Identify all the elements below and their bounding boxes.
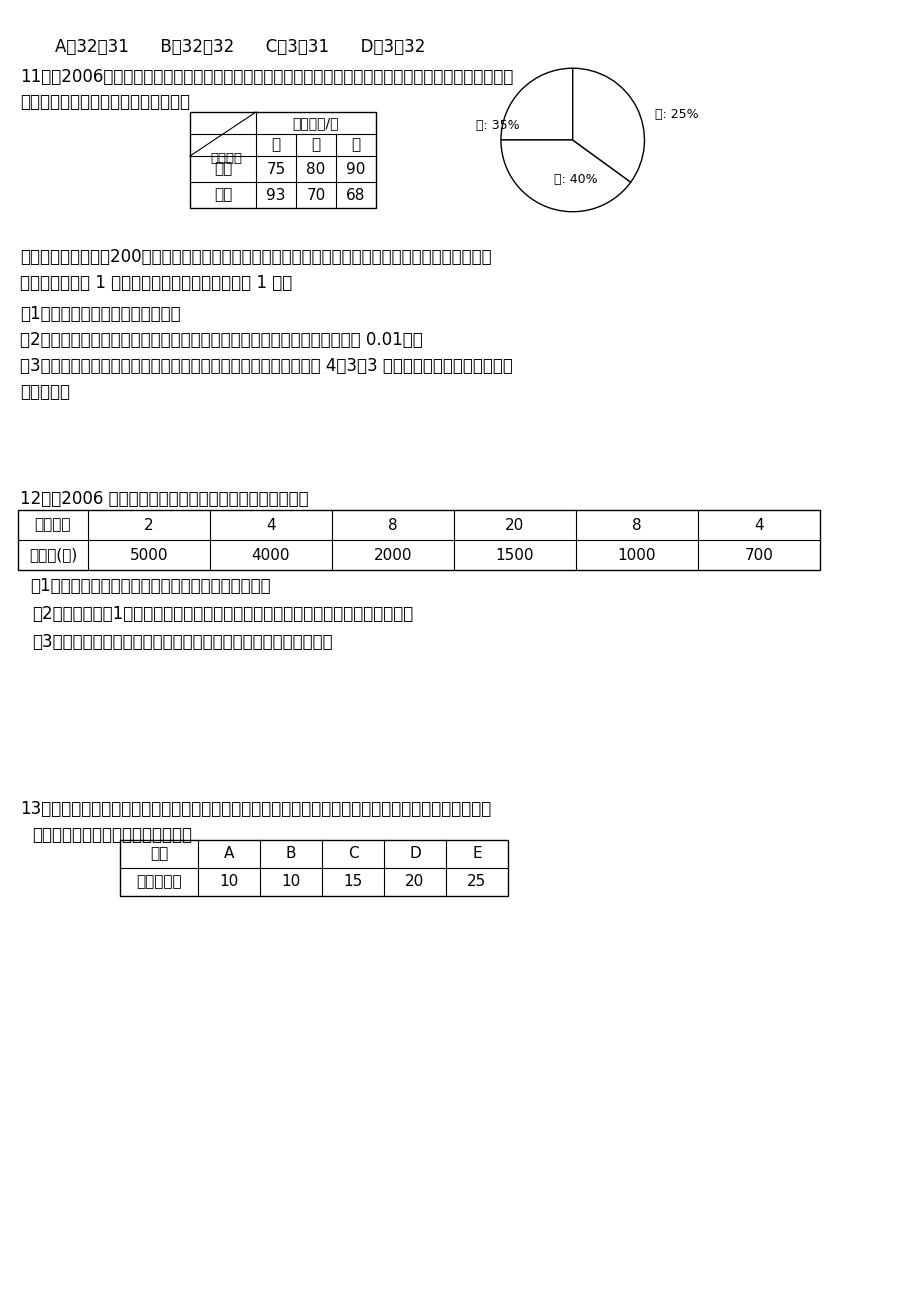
Text: 15: 15 xyxy=(343,875,362,889)
Text: 甲: 25%: 甲: 25% xyxy=(654,108,698,121)
Text: （2）你认为用（1）中计算出的那个数据来表示该公司员工的月工资水平更为合适？: （2）你认为用（1）中计算出的那个数据来表示该公司员工的月工资水平更为合适？ xyxy=(32,605,413,622)
Wedge shape xyxy=(501,139,630,212)
Text: 70: 70 xyxy=(306,187,325,203)
Text: 乙: 40%: 乙: 40% xyxy=(554,173,597,186)
Text: 12、（2006 河南）某公司员工的月工资情况统计如下表：: 12、（2006 河南）某公司员工的月工资情况统计如下表： xyxy=(20,490,308,508)
Text: 4000: 4000 xyxy=(252,548,289,562)
Bar xyxy=(119,840,507,896)
Text: 位职工只能推荐 1 人）如上图所示，每得一票记作 1 分。: 位职工只能推荐 1 人）如上图所示，每得一票记作 1 分。 xyxy=(20,273,292,292)
Text: 5000: 5000 xyxy=(130,548,168,562)
Text: 11、（2006山东枣庄）某单位欲从内部招聘管理人员一名，对甲、乙、丙三名候选人进行了笔试和面试两: 11、（2006山东枣庄）某单位欲从内部招聘管理人员一名，对甲、乙、丙三名候选人… xyxy=(20,68,513,86)
Bar xyxy=(18,510,819,570)
Text: C: C xyxy=(347,846,357,862)
Text: 8: 8 xyxy=(631,517,641,533)
Text: 甲: 甲 xyxy=(271,138,280,152)
Text: 笔试: 笔试 xyxy=(213,161,232,177)
Text: B: B xyxy=(286,846,296,862)
Text: 68: 68 xyxy=(346,187,365,203)
Text: 测试项目: 测试项目 xyxy=(210,152,242,165)
Text: （3）请你画出一种你认为合适的统计图来表示上面表格中的数据。: （3）请你画出一种你认为合适的统计图来表示上面表格中的数据。 xyxy=(32,633,333,651)
Text: 13、某风景区的管理部门试图在不影响门票收入的情况下，通过门票价格调整来协调热门景点与冷门景点: 13、某风景区的管理部门试图在不影响门票收入的情况下，通过门票价格调整来协调热门… xyxy=(20,799,491,818)
Text: 2: 2 xyxy=(144,517,153,533)
Text: 25: 25 xyxy=(467,875,486,889)
Text: （1）分别计算该公司月工资的平均数中位数和众数；: （1）分别计算该公司月工资的平均数中位数和众数； xyxy=(30,577,270,595)
Text: 20: 20 xyxy=(505,517,524,533)
Text: 10: 10 xyxy=(281,875,301,889)
Text: 93: 93 xyxy=(266,187,286,203)
Text: 根据录用程序，组细200名职工对三人利用投票推荐的方式进行民主评议，三人得票率（没有弃权票，每: 根据录用程序，组细200名职工对三人利用投票推荐的方式进行民主评议，三人得票率（… xyxy=(20,247,491,266)
Text: 测试成绩/分: 测试成绩/分 xyxy=(292,116,339,130)
Text: 面试: 面试 xyxy=(213,187,232,203)
Text: 将被录用？: 将被录用？ xyxy=(20,383,70,401)
Text: 2000: 2000 xyxy=(373,548,412,562)
Bar xyxy=(190,112,376,208)
Text: 75: 75 xyxy=(267,161,285,177)
Text: 20: 20 xyxy=(405,875,425,889)
Wedge shape xyxy=(572,68,643,182)
Text: A、32，31      B、32，32      C、3，31      D、3，32: A、32，31 B、32，32 C、3，31 D、3，32 xyxy=(55,38,425,56)
Text: （3）根据实际需要，单位将笔试、面试、民主评议三项测试得分按 4：3：3 的比例确定个人成绩，那么谁: （3）根据实际需要，单位将笔试、面试、民主评议三项测试得分按 4：3：3 的比例… xyxy=(20,357,512,375)
Text: 月工资(元): 月工资(元) xyxy=(28,548,77,562)
Text: 乙: 乙 xyxy=(312,138,320,152)
Text: 丙: 35%: 丙: 35% xyxy=(475,118,519,132)
Text: 8: 8 xyxy=(388,517,397,533)
Text: 景点: 景点 xyxy=(150,846,168,862)
Text: （1）请算出三人的民主评议得分：: （1）请算出三人的民主评议得分： xyxy=(20,305,180,323)
Text: 80: 80 xyxy=(306,161,325,177)
Text: 90: 90 xyxy=(346,161,365,177)
Text: 700: 700 xyxy=(743,548,773,562)
Text: （2）如果根据三项测试的平均成绩确定录用人选，那么谁将被录用（精确到 0.01）？: （2）如果根据三项测试的平均成绩确定录用人选，那么谁将被录用（精确到 0.01）… xyxy=(20,331,423,349)
Text: 10: 10 xyxy=(219,875,238,889)
Wedge shape xyxy=(501,68,572,139)
Text: 项测试，三人的测试成绩如下表所示：: 项测试，三人的测试成绩如下表所示： xyxy=(20,92,190,111)
Text: 原价（元）: 原价（元） xyxy=(136,875,182,889)
Text: 4: 4 xyxy=(266,517,276,533)
Text: 1000: 1000 xyxy=(617,548,655,562)
Text: 1500: 1500 xyxy=(495,548,534,562)
Text: 员工人数: 员工人数 xyxy=(35,517,71,533)
Text: 的游客量，各景点的门票调整如下：: 的游客量，各景点的门票调整如下： xyxy=(32,825,192,844)
Text: 4: 4 xyxy=(754,517,763,533)
Text: D: D xyxy=(409,846,420,862)
Text: 丙: 丙 xyxy=(351,138,360,152)
Text: A: A xyxy=(223,846,234,862)
Text: E: E xyxy=(471,846,482,862)
